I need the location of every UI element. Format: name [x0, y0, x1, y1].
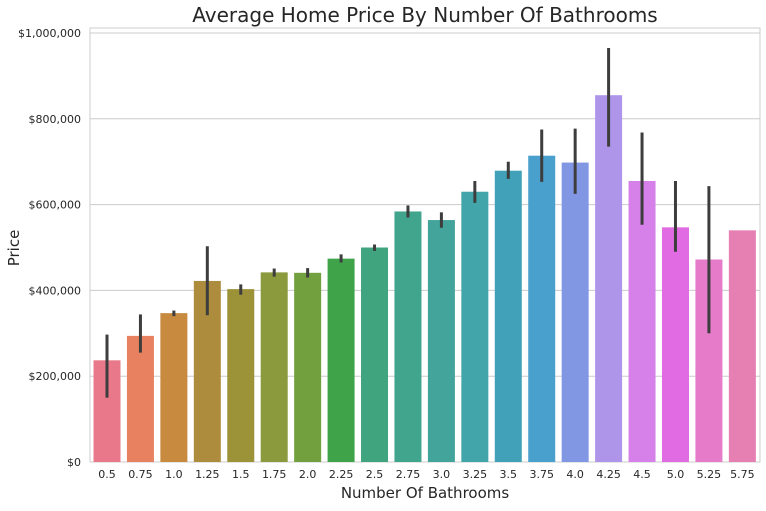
bars — [93, 95, 756, 463]
bar-3.25 — [461, 191, 489, 463]
x-tick-label: 1.5 — [232, 468, 250, 481]
plot-area — [89, 27, 761, 463]
x-tick-label: 0.75 — [128, 468, 153, 481]
bar-2.5 — [361, 247, 389, 462]
chart-title: Average Home Price By Number Of Bathroom… — [192, 3, 657, 27]
y-tick-labels: $0 $200,000 $400,000 $600,000 $800,000 $1,000… — [18, 27, 81, 469]
x-tick-label: 2.5 — [366, 468, 384, 481]
bar-3.5 — [494, 170, 522, 463]
x-tick-label: 3.5 — [500, 468, 518, 481]
y-tick-label: $200,000 — [29, 370, 82, 383]
x-tick-label: 1.75 — [262, 468, 287, 481]
bar-3.75 — [528, 155, 556, 462]
bar-4.5 — [628, 181, 656, 462]
y-tick-label: $1,000,000 — [18, 27, 81, 40]
x-tick-label: 1.0 — [165, 468, 183, 481]
bar-1.75 — [260, 272, 288, 462]
y-tick-label: $600,000 — [29, 199, 82, 212]
x-tick-label: 0.5 — [98, 468, 116, 481]
bar-4.25 — [595, 95, 623, 462]
x-tick-label: 4.5 — [633, 468, 651, 481]
y-tick-label: $800,000 — [29, 113, 82, 126]
y-tick-label: $0 — [67, 456, 81, 469]
x-tick-label: 5.0 — [667, 468, 685, 481]
x-tick-label: 5.75 — [730, 468, 755, 481]
x-tick-label: 3.0 — [433, 468, 451, 481]
x-axis-label: Number Of Bathrooms — [341, 484, 510, 502]
bar-3.0 — [427, 220, 455, 462]
y-tick-label: $400,000 — [29, 284, 82, 297]
bar-2.0 — [294, 272, 322, 462]
bar-4.0 — [561, 162, 589, 463]
bar-5.75 — [728, 230, 756, 462]
error-bars — [105, 48, 711, 398]
x-tick-label: 3.75 — [529, 468, 554, 481]
x-tick-label: 5.25 — [697, 468, 722, 481]
x-tick-label: 2.75 — [396, 468, 421, 481]
x-tick-label: 4.25 — [596, 468, 621, 481]
x-tick-label: 2.0 — [299, 468, 317, 481]
bar-1.0 — [160, 313, 188, 462]
x-tick-label: 4.0 — [566, 468, 584, 481]
y-axis-label: Price — [5, 230, 23, 267]
bar-2.25 — [327, 258, 355, 462]
bar-2.75 — [394, 211, 422, 462]
x-tick-label: 1.25 — [195, 468, 220, 481]
bar-1.5 — [227, 289, 255, 462]
x-tick-label: 2.25 — [329, 468, 354, 481]
x-tick-label: 3.25 — [463, 468, 488, 481]
x-tick-labels: 0.5 0.75 1.0 1.25 1.5 1.75 2.0 2.25 2.5 2.75 3.0 3.… — [98, 468, 754, 481]
bar-0.75 — [126, 335, 154, 462]
bar-5.0 — [661, 227, 689, 462]
